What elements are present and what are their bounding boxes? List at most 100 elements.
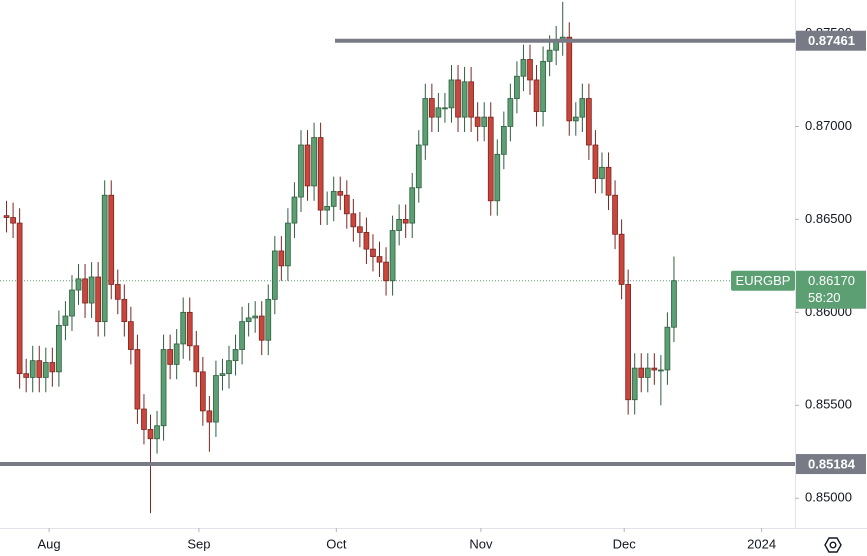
candle-body — [671, 280, 677, 328]
candle-body — [540, 60, 546, 112]
candle-body — [239, 321, 245, 350]
candle-body — [357, 226, 363, 233]
candle-body — [69, 289, 75, 317]
candle-body — [612, 194, 618, 235]
candle-body — [664, 326, 671, 371]
candle-body — [448, 79, 455, 109]
x-tick-label: Dec — [613, 536, 637, 551]
candle-body — [193, 345, 200, 373]
candle-body — [285, 222, 291, 267]
candle-body — [592, 144, 599, 179]
candle-body — [199, 371, 206, 412]
candle-body — [546, 49, 553, 62]
candle-body — [278, 250, 285, 267]
candle-body — [520, 59, 527, 77]
candle-body — [114, 284, 121, 300]
candle-body — [389, 230, 396, 282]
candle-body — [16, 222, 23, 375]
candle-body — [23, 373, 30, 378]
candle-body — [154, 425, 160, 440]
candle-body — [631, 367, 638, 401]
candle-body — [311, 137, 317, 187]
candle-body — [29, 360, 36, 378]
level-label-box — [796, 454, 866, 475]
countdown-label: 58:20 — [808, 290, 841, 305]
candle-body — [330, 191, 337, 207]
candle-body — [658, 369, 664, 372]
candle-body — [605, 166, 612, 196]
candle-body — [265, 298, 272, 341]
candle-body — [507, 98, 514, 127]
candle-body — [160, 349, 167, 427]
candle-body — [474, 116, 481, 127]
y-tick-label: 0.85500 — [805, 397, 852, 412]
candle-body — [134, 349, 141, 410]
candle-body — [291, 196, 298, 224]
candle-body — [173, 343, 180, 365]
candle-body — [500, 126, 507, 155]
candle-body — [42, 362, 49, 378]
level-label-box — [796, 30, 866, 51]
candle-body — [343, 194, 350, 215]
candle-body — [101, 194, 108, 323]
candle-body — [651, 367, 658, 371]
candle-body — [232, 349, 239, 362]
candle-body — [271, 250, 278, 300]
candle-body — [82, 278, 88, 304]
candle-body — [435, 107, 442, 118]
settings-hexagon — [824, 537, 842, 553]
candle-body — [121, 298, 128, 323]
y-tick-label: 0.87000 — [805, 118, 852, 133]
candle-body — [638, 367, 645, 378]
candle-body — [442, 107, 448, 110]
candle-body — [533, 79, 540, 112]
candle-body — [586, 98, 592, 146]
candle-body — [494, 153, 501, 202]
candle-body — [350, 213, 357, 228]
candle-body — [317, 137, 324, 211]
candle-body — [75, 278, 82, 291]
candle-body — [245, 317, 252, 323]
candle-body — [180, 311, 187, 345]
candle-body — [422, 98, 429, 146]
x-tick-label: Nov — [469, 536, 493, 551]
candle-body — [409, 187, 416, 224]
candle-body — [108, 194, 115, 285]
x-tick-label: Oct — [326, 536, 347, 551]
candle-body — [579, 98, 586, 118]
symbol-label-box — [731, 270, 795, 291]
candle-body — [298, 144, 304, 198]
candle-body — [88, 276, 95, 304]
candle-body — [36, 360, 43, 378]
candle-body — [625, 284, 632, 401]
candle-body — [572, 116, 579, 122]
candle-body — [56, 324, 62, 373]
candle-body — [258, 315, 265, 341]
candle-body — [428, 98, 435, 118]
settings-icon[interactable] — [824, 537, 842, 553]
candle-body — [455, 79, 461, 118]
candle-body — [49, 362, 56, 373]
candle-body — [376, 256, 383, 263]
last-price-box — [796, 270, 866, 309]
candle-body — [147, 429, 154, 440]
candle-body — [213, 375, 219, 423]
candle-body — [402, 218, 409, 224]
candle-body — [566, 36, 573, 122]
level-label: 0.85184 — [808, 456, 856, 471]
candle-body — [62, 315, 69, 326]
candle-body — [599, 166, 605, 179]
candle-body — [481, 116, 488, 127]
candle-body — [514, 75, 520, 99]
candle-body — [644, 367, 651, 378]
candle-body — [396, 218, 402, 231]
level-label: 0.87461 — [808, 33, 855, 48]
candle-body — [363, 231, 370, 250]
candle-body — [618, 233, 625, 285]
symbol-label: EURGBP — [736, 273, 791, 288]
candle-body — [206, 410, 213, 423]
candle-body — [324, 205, 331, 211]
candle-body — [383, 261, 389, 282]
